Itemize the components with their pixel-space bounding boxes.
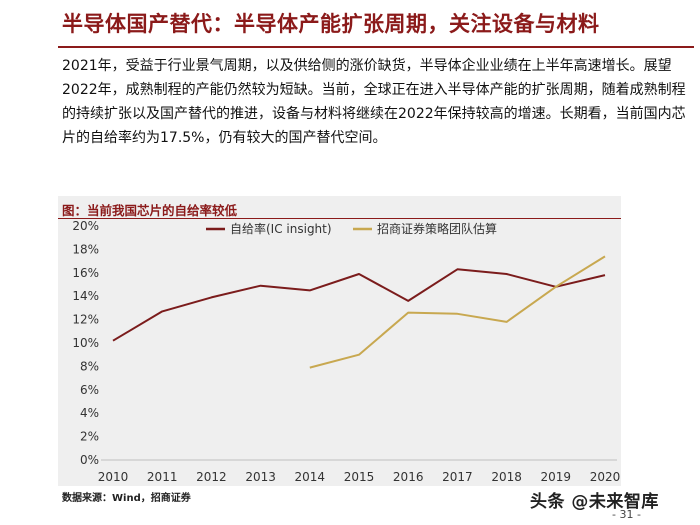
y-tick-label: 20% (72, 219, 99, 233)
x-tick-label: 2014 (295, 470, 326, 484)
legend-label: 招商证券策略团队估算 (377, 221, 497, 236)
page-number: - 31 - (612, 508, 641, 521)
y-tick-label: 18% (72, 242, 99, 256)
chart-legend: 自给率(IC insight) 招商证券策略团队估算 (206, 221, 497, 236)
y-tick-label: 2% (80, 430, 99, 444)
data-source: 数据来源：Wind，招商证券 (62, 493, 191, 504)
y-tick-label: 6% (80, 383, 99, 397)
chart-series (112, 255, 606, 369)
chart-panel (58, 196, 621, 486)
chart-title: 图：当前我国芯片的自给率较低 (62, 203, 238, 218)
series-line-2 (309, 255, 606, 369)
series-line-1 (112, 268, 606, 342)
x-tick-label: 2010 (98, 470, 129, 484)
x-tick-label: 2012 (196, 470, 227, 484)
y-tick-label: 14% (72, 289, 99, 303)
x-tick-label: 2019 (541, 470, 572, 484)
y-axis-ticks: 0% 2% 4% 6% 8% 10% 12% 14% 16% 18% 20% (72, 219, 99, 467)
x-tick-label: 2011 (147, 470, 178, 484)
chart-title-divider (58, 218, 621, 219)
x-tick-label: 2013 (245, 470, 276, 484)
x-tick-label: 2020 (590, 470, 621, 484)
page-title: 半导体国产替代：半导体产能扩张周期，关注设备与材料 (62, 12, 600, 36)
y-tick-label: 10% (72, 336, 99, 350)
x-tick-label: 2016 (393, 470, 424, 484)
title-divider (58, 46, 694, 48)
x-tick-label: 2017 (442, 470, 473, 484)
watermark: 头条 @未来智库 (530, 492, 659, 512)
x-tick-label: 2018 (491, 470, 522, 484)
x-axis-ticks: 2010 2011 2012 2013 2014 2015 2016 2017 2018 2019… (98, 470, 621, 484)
y-tick-label: 0% (80, 453, 99, 467)
legend-label: 自给率(IC insight) (230, 221, 332, 236)
body-paragraph: 2021年，受益于行业景气周期，以及供给侧的涨价缺货，半导体企业业绩在上半年高速… (62, 58, 686, 146)
y-tick-label: 16% (72, 266, 99, 280)
y-tick-label: 12% (72, 313, 99, 327)
x-tick-label: 2015 (344, 470, 375, 484)
y-tick-label: 8% (80, 359, 99, 373)
y-tick-label: 4% (80, 406, 99, 420)
